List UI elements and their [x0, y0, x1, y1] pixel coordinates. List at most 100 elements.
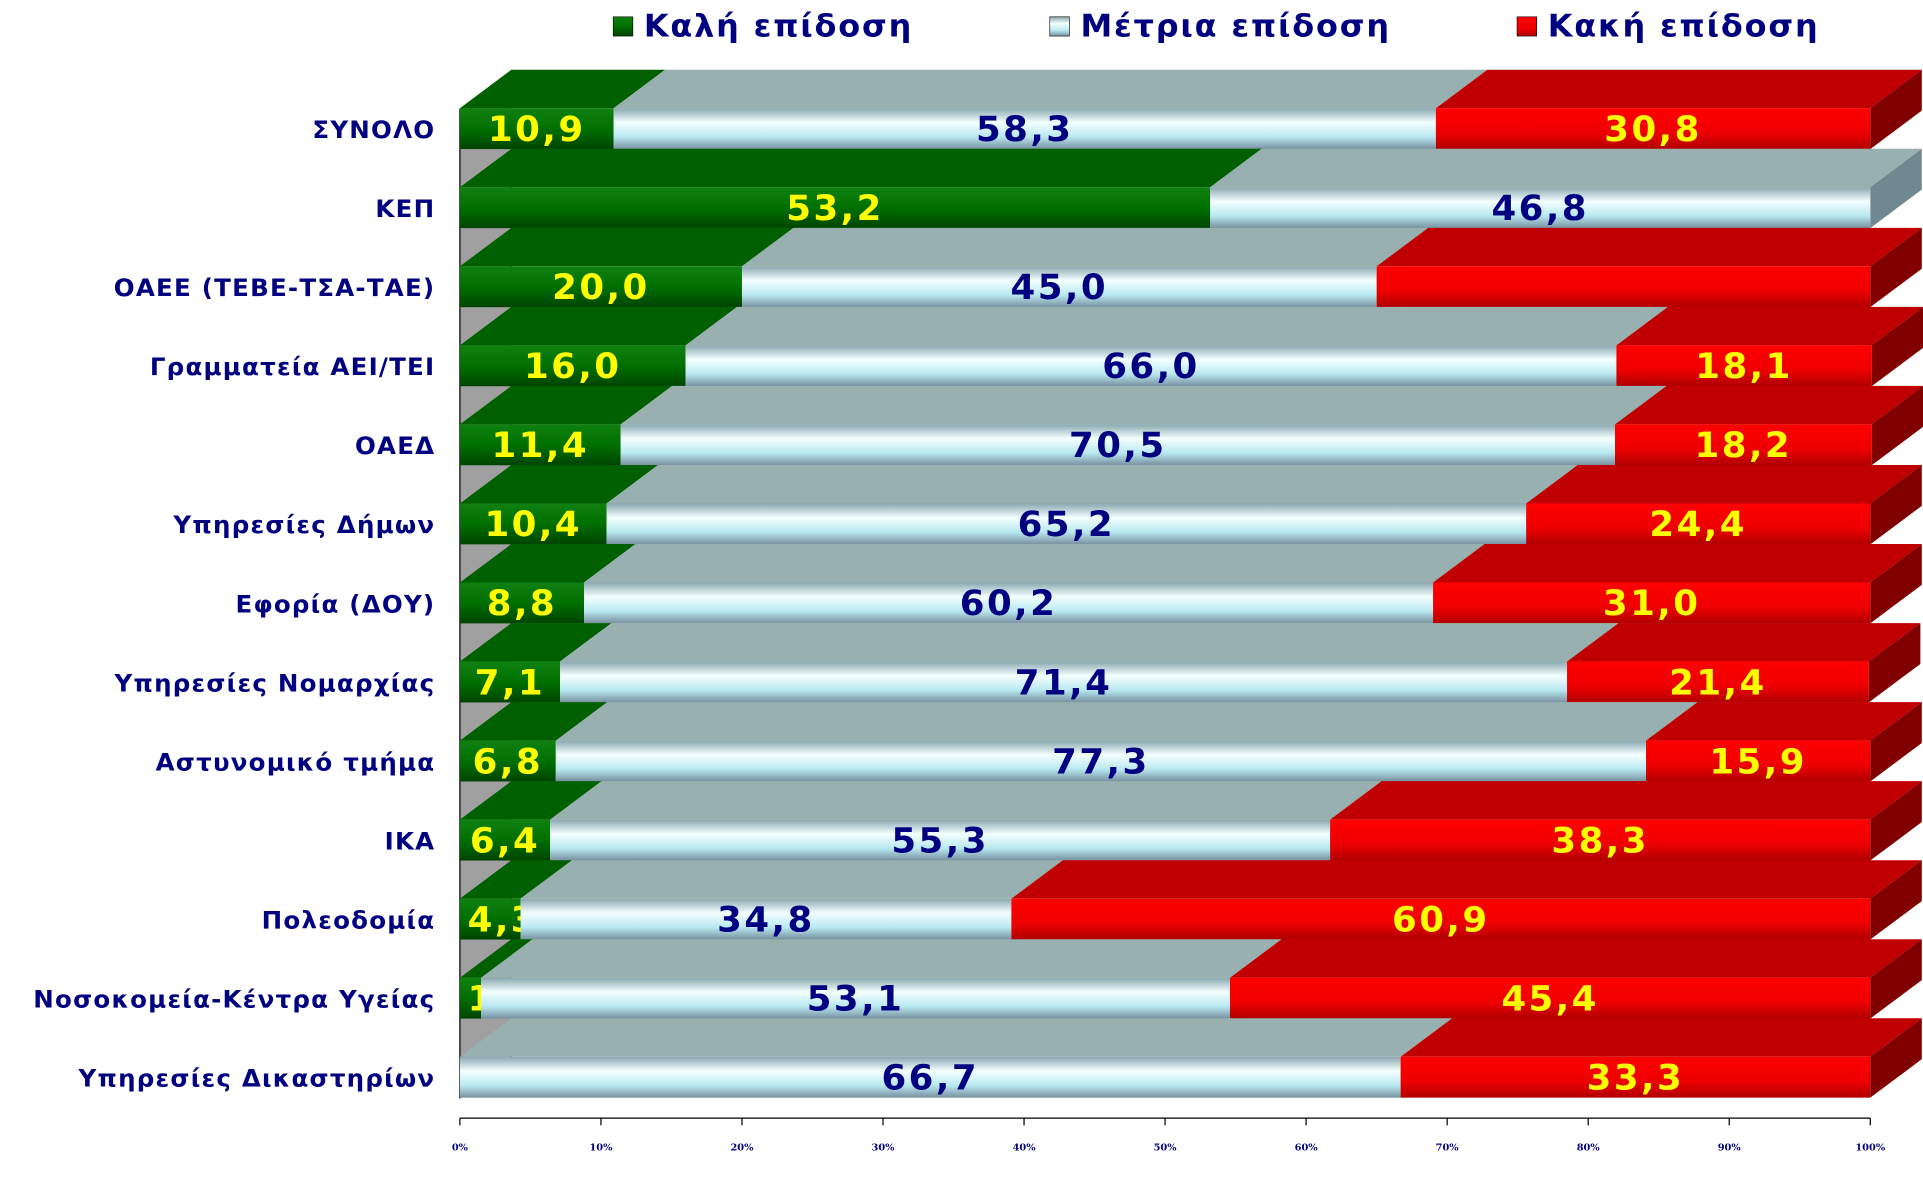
bar-side-face	[1871, 307, 1923, 387]
bar-top-face	[459, 939, 533, 978]
bar-segment	[613, 108, 1436, 150]
bar-segment	[459, 819, 551, 861]
bar-top-face	[550, 781, 1382, 820]
value-label: 46,8	[1491, 188, 1589, 229]
value-label: 8,8	[487, 584, 557, 625]
bar-top-face	[560, 623, 1619, 662]
value-label: 38,3	[1551, 821, 1649, 862]
bar-top-face	[459, 69, 666, 109]
bar-top-face	[520, 860, 1063, 899]
bar-segment	[459, 266, 742, 308]
bar-side-face	[1870, 702, 1922, 782]
bar-top-face	[459, 148, 1262, 188]
value-label: 60,2	[960, 584, 1058, 625]
legend-label: Κακή επίδοση	[1548, 9, 1820, 45]
bar-segment	[741, 266, 1377, 308]
value-label: 53,2	[786, 188, 884, 229]
bar-segment	[555, 740, 1647, 782]
value-label: 34,8	[717, 900, 815, 941]
value-label: 58,3	[976, 109, 1074, 150]
bar-segment	[560, 661, 1568, 703]
bar-side-face	[1870, 781, 1922, 861]
x-tick-label: 90%	[1718, 1143, 1741, 1154]
value-label: 53,1	[807, 979, 905, 1020]
bar-top-face	[1526, 464, 1922, 504]
bar-top-face	[459, 464, 659, 504]
bar-segment	[520, 898, 1012, 940]
bar-segment	[1011, 898, 1871, 940]
bar-segment	[550, 819, 1331, 861]
bar-side-face	[1870, 860, 1922, 940]
x-tick-label: 100%	[1855, 1143, 1885, 1154]
category-label: Υπηρεσίες Δήμων	[172, 510, 435, 539]
x-tick-label: 0%	[452, 1143, 468, 1154]
bar-side-face	[1871, 386, 1923, 466]
bar-side-face	[1870, 227, 1922, 308]
category-label: ΚΕΠ	[375, 194, 435, 223]
bar-segment	[481, 977, 1230, 1019]
bar-top-face	[1330, 781, 1922, 820]
x-tick-label: 60%	[1295, 1143, 1318, 1154]
value-label: 20,0	[552, 267, 650, 308]
bar-top-face	[1646, 702, 1922, 741]
bar-top-face	[459, 623, 612, 662]
bar-segment	[459, 582, 585, 624]
bar-segment	[459, 740, 556, 782]
bar-side-face	[1870, 1018, 1922, 1098]
value-label: 33,3	[1587, 1058, 1685, 1099]
category-label: Υπηρεσίες Δικαστηρίων	[77, 1064, 435, 1093]
category-label: Αστυνομικό τμήμα	[156, 748, 436, 777]
bar-segment	[459, 108, 614, 150]
bar-segment	[1567, 661, 1869, 703]
bar-top-face	[1435, 69, 1922, 109]
x-tick-label: 10%	[589, 1143, 612, 1154]
category-label: Εφορία (ΔΟΥ)	[236, 589, 436, 618]
bar-top-face	[1011, 860, 1922, 899]
bar-top-face	[741, 227, 1429, 267]
bar-top-face	[459, 1018, 1453, 1057]
bar-segment	[685, 345, 1617, 387]
legend-label: Μέτρια επίδοση	[1080, 9, 1390, 45]
value-label: 15,9	[1709, 742, 1807, 783]
bar-side-face	[1870, 148, 1922, 229]
legend-swatch	[1049, 16, 1070, 37]
value-label: 10,4	[484, 505, 582, 546]
bar-top-face	[584, 544, 1485, 583]
bar-segment	[459, 503, 607, 545]
category-label: Νοσοκομεία-Κέντρα Υγείας	[33, 985, 435, 1014]
bar-top-face	[1376, 227, 1922, 267]
value-label: 45,4	[1501, 979, 1599, 1020]
bar-top-face	[1614, 385, 1923, 425]
bar-segment	[620, 424, 1615, 466]
x-tick-label: 20%	[730, 1143, 753, 1154]
bar-top-face	[1433, 544, 1922, 583]
value-label: 24,4	[1649, 505, 1747, 546]
bar-segment	[459, 345, 686, 387]
bar-top-face	[459, 860, 573, 899]
bar-segment	[1229, 977, 1871, 1019]
value-label: 6,8	[473, 742, 543, 783]
bar-top-face	[459, 544, 636, 583]
value-label: 55,3	[891, 821, 989, 862]
bar-top-face	[1400, 1018, 1922, 1057]
x-tick-label: 70%	[1436, 1143, 1459, 1154]
bar-segment	[1400, 1056, 1871, 1098]
category-label: Υπηρεσίες Νομαρχίας	[113, 669, 435, 698]
bar-segment	[459, 187, 1211, 229]
bar-top-face	[459, 385, 673, 425]
bar-top-face	[613, 69, 1488, 109]
category-label: Γραμματεία ΑΕΙ/ΤΕΙ	[150, 352, 436, 381]
x-tick-label: 80%	[1577, 1143, 1600, 1154]
bar-top-face	[481, 939, 1282, 978]
bar-top-face	[620, 385, 1667, 425]
legend-label: Καλή επίδοση	[644, 9, 913, 45]
category-label: ΣΥΝΟΛΟ	[312, 115, 435, 144]
value-label: 65,2	[1018, 505, 1116, 546]
bar-top-face	[555, 702, 1698, 741]
value-label: 45,0	[1011, 267, 1109, 308]
bar-top-face	[459, 306, 738, 346]
bar-segment	[459, 977, 482, 1019]
bar-segment	[1376, 266, 1871, 308]
bar-segment	[1435, 108, 1871, 150]
